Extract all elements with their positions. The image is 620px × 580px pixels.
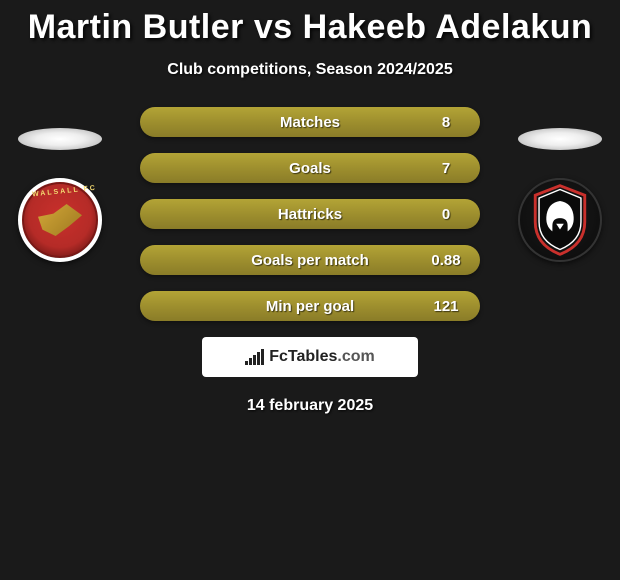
stat-label: Hattricks bbox=[202, 206, 418, 223]
stat-right-value: 7 bbox=[418, 160, 480, 177]
brand-domain: .com bbox=[337, 348, 374, 365]
stat-row: Goals 7 bbox=[140, 153, 480, 183]
brand-name: FcTables bbox=[269, 348, 337, 365]
stat-right-value: 0 bbox=[418, 206, 480, 223]
stat-label: Goals bbox=[202, 160, 418, 177]
subtitle: Club competitions, Season 2024/2025 bbox=[0, 61, 620, 79]
stat-label: Goals per match bbox=[202, 252, 418, 269]
stats-panel: Matches 8 Goals 7 Hattricks 0 Goals per … bbox=[0, 107, 620, 415]
brand-attribution: FcTables.com bbox=[202, 337, 418, 377]
stat-right-value: 8 bbox=[418, 114, 480, 131]
stat-right-value: 0.88 bbox=[418, 252, 480, 269]
footer-date: 14 february 2025 bbox=[0, 397, 620, 415]
stat-right-value: 121 bbox=[418, 298, 480, 315]
stat-row: Matches 8 bbox=[140, 107, 480, 137]
stat-label: Matches bbox=[202, 114, 418, 131]
stat-row: Min per goal 121 bbox=[140, 291, 480, 321]
stats-list: Matches 8 Goals 7 Hattricks 0 Goals per … bbox=[140, 107, 480, 321]
brand-text: FcTables.com bbox=[269, 348, 375, 366]
stat-row: Goals per match 0.88 bbox=[140, 245, 480, 275]
stat-label: Min per goal bbox=[202, 298, 418, 315]
page-title: Martin Butler vs Hakeeb Adelakun bbox=[0, 0, 620, 47]
brand-bars-icon bbox=[245, 349, 265, 365]
stat-row: Hattricks 0 bbox=[140, 199, 480, 229]
